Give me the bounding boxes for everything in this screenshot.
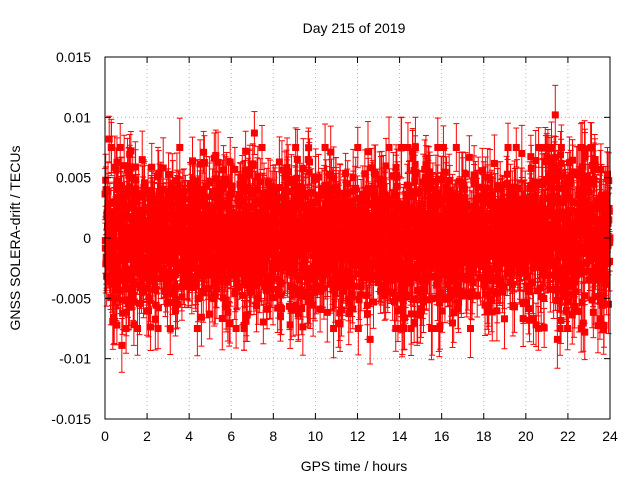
point-marker	[104, 187, 112, 195]
point-marker	[232, 325, 240, 332]
point-marker	[153, 265, 161, 273]
point-marker	[129, 286, 137, 294]
data-point	[176, 117, 184, 178]
point-marker	[154, 304, 162, 312]
point-marker	[148, 163, 156, 171]
point-marker	[173, 266, 181, 274]
point-marker	[169, 185, 177, 193]
point-marker	[147, 277, 155, 285]
point-marker	[171, 270, 179, 278]
point-marker	[147, 323, 155, 331]
point-marker	[111, 214, 119, 222]
point-marker	[112, 224, 120, 232]
data-series	[101, 84, 614, 373]
point-marker	[144, 253, 152, 261]
point-marker	[141, 179, 149, 187]
point-marker	[113, 321, 121, 329]
point-marker	[118, 268, 126, 276]
point-marker	[135, 299, 143, 307]
point-marker	[173, 300, 181, 308]
point-marker	[125, 171, 133, 179]
point-marker	[116, 144, 124, 151]
point-marker	[151, 315, 159, 323]
point-marker	[165, 170, 173, 178]
point-marker	[226, 319, 234, 327]
point-marker	[258, 144, 266, 151]
point-marker	[159, 164, 167, 172]
point-marker	[176, 144, 184, 151]
point-marker	[121, 210, 129, 218]
point-marker	[167, 298, 175, 306]
point-marker	[171, 230, 179, 238]
point-marker	[146, 266, 154, 274]
point-marker	[234, 283, 242, 291]
data-point	[232, 308, 240, 349]
point-marker	[164, 242, 172, 250]
point-marker	[122, 308, 130, 316]
point-marker	[119, 296, 127, 304]
point-marker	[193, 325, 201, 332]
point-marker	[116, 286, 124, 294]
point-marker	[112, 166, 120, 174]
point-marker	[218, 185, 226, 193]
point-marker	[127, 147, 135, 155]
point-marker	[158, 185, 166, 193]
point-marker	[129, 216, 137, 224]
point-marker	[154, 325, 162, 332]
point-marker	[172, 307, 180, 315]
point-marker	[114, 177, 122, 185]
point-marker	[123, 254, 131, 262]
point-marker	[168, 181, 176, 189]
data-point	[193, 300, 201, 357]
point-marker	[103, 272, 111, 280]
point-marker	[124, 234, 132, 242]
point-marker	[152, 244, 160, 252]
point-marker	[145, 307, 153, 315]
point-marker	[109, 232, 117, 240]
point-marker	[168, 290, 176, 298]
point-marker	[109, 313, 117, 321]
point-marker	[200, 148, 208, 156]
point-marker	[125, 296, 133, 304]
point-marker	[140, 185, 148, 193]
data-point	[173, 280, 181, 329]
point-marker	[197, 313, 205, 321]
point-marker	[148, 214, 156, 222]
point-marker	[151, 196, 159, 204]
point-marker	[107, 144, 115, 151]
point-marker	[218, 315, 226, 323]
point-marker	[164, 197, 172, 205]
point-marker	[226, 158, 234, 166]
point-marker	[148, 240, 156, 248]
point-marker	[168, 238, 176, 246]
point-marker	[124, 248, 132, 256]
point-marker	[117, 254, 125, 262]
point-marker	[106, 218, 114, 226]
point-marker	[118, 181, 126, 189]
point-marker	[112, 282, 120, 290]
point-marker	[172, 223, 180, 231]
point-marker	[134, 325, 142, 332]
point-marker	[113, 158, 121, 166]
point-marker	[132, 185, 140, 193]
point-marker	[160, 271, 168, 279]
data-point	[154, 287, 162, 328]
point-marker	[126, 183, 134, 191]
point-marker	[107, 294, 115, 302]
point-marker	[135, 206, 143, 214]
point-marker	[144, 190, 152, 198]
point-marker	[139, 193, 147, 201]
point-marker	[178, 293, 186, 301]
